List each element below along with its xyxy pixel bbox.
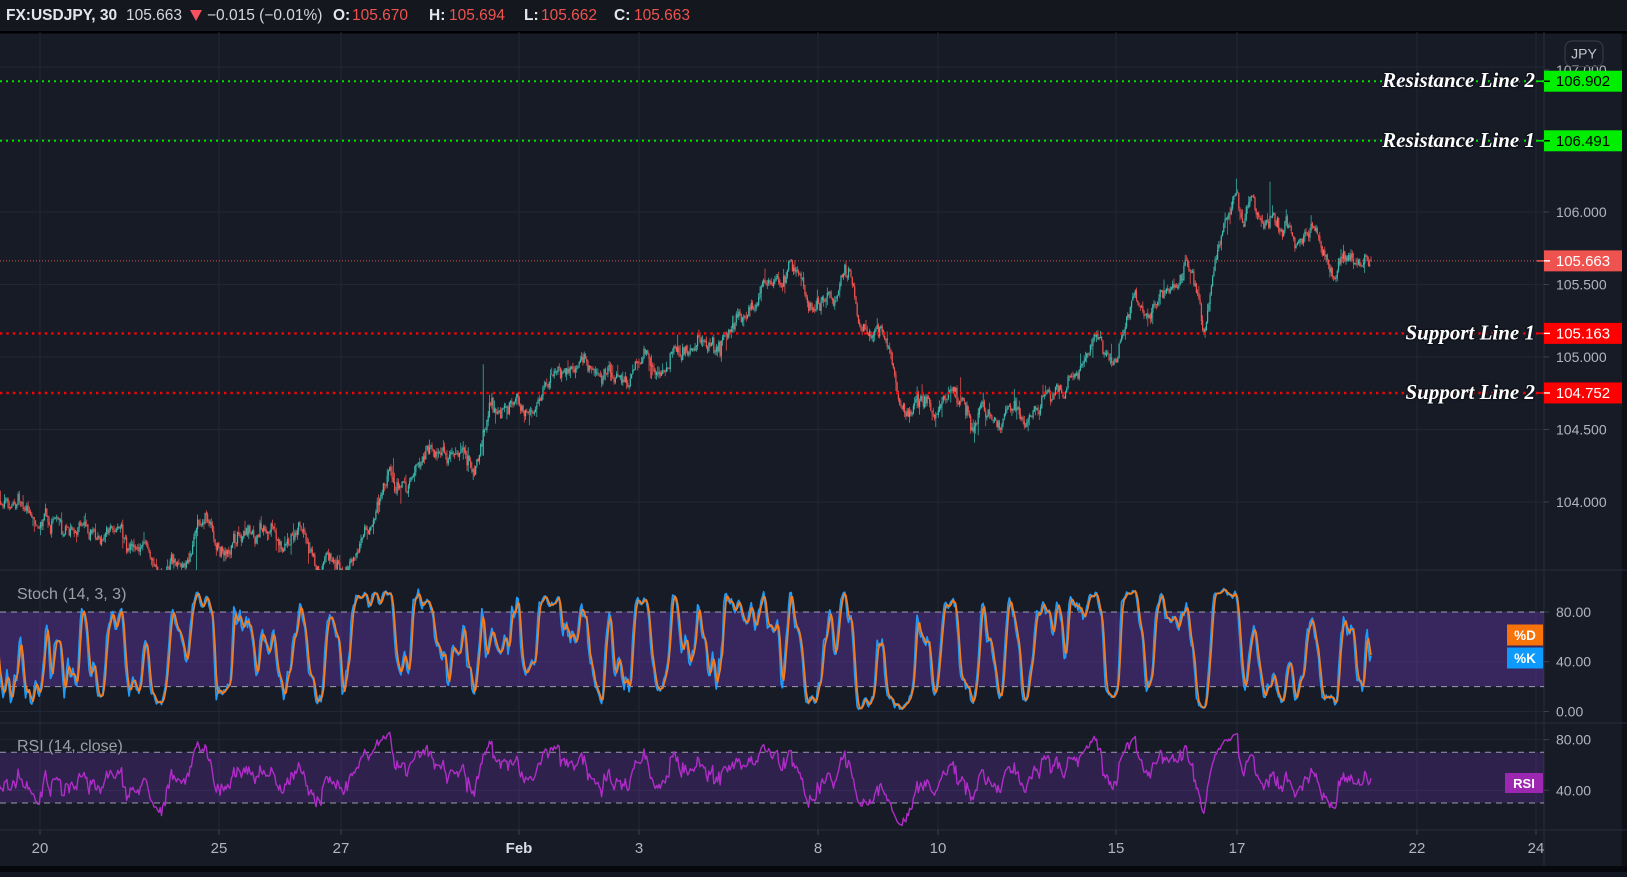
svg-text:L:: L: [524,7,539,24]
svg-text:17: 17 [1229,840,1246,857]
svg-text:27: 27 [333,840,350,857]
svg-text:Resistance Line 2: Resistance Line 2 [1381,68,1535,92]
svg-text:105.163: 105.163 [1556,325,1610,342]
svg-text:Resistance Line 1: Resistance Line 1 [1381,128,1535,152]
svg-text:0.00: 0.00 [1556,704,1583,720]
svg-text:8: 8 [814,840,822,857]
svg-text:FX:USDJPY, 30: FX:USDJPY, 30 [6,7,117,24]
svg-text:40.00: 40.00 [1556,654,1591,670]
svg-text:20: 20 [32,840,49,857]
svg-text:O:: O: [333,7,350,24]
svg-text:%D: %D [1514,628,1536,643]
svg-text:40.00: 40.00 [1556,782,1591,798]
svg-text:%K: %K [1514,651,1536,666]
svg-text:RSI (14, close): RSI (14, close) [17,738,123,755]
svg-text:JPY: JPY [1571,46,1597,62]
svg-text:Support Line 2: Support Line 2 [1405,380,1535,404]
svg-text:10: 10 [930,840,947,857]
svg-text:105.662: 105.662 [541,7,597,24]
svg-text:Support Line 1: Support Line 1 [1405,320,1535,344]
svg-text:22: 22 [1409,840,1426,857]
svg-text:25: 25 [211,840,228,857]
svg-text:Stoch (14, 3, 3): Stoch (14, 3, 3) [17,586,126,603]
svg-text:105.663: 105.663 [126,7,182,24]
svg-text:3: 3 [635,840,643,857]
svg-text:104.500: 104.500 [1556,422,1607,438]
svg-text:104.752: 104.752 [1556,385,1610,402]
svg-text:106.000: 106.000 [1556,204,1607,220]
svg-text:C:: C: [614,7,630,24]
svg-text:15: 15 [1108,840,1125,857]
svg-text:H:: H: [429,7,445,24]
svg-text:80.00: 80.00 [1556,604,1591,620]
svg-text:105.500: 105.500 [1556,277,1607,293]
svg-text:RSI: RSI [1513,776,1535,791]
svg-text:105.663: 105.663 [1556,253,1610,270]
svg-text:105.000: 105.000 [1556,349,1607,365]
svg-text:24: 24 [1528,840,1545,857]
svg-text:105.663: 105.663 [634,7,690,24]
svg-text:80.00: 80.00 [1556,732,1591,748]
svg-text:106.902: 106.902 [1556,73,1610,90]
svg-text:106.491: 106.491 [1556,133,1610,150]
svg-text:Feb: Feb [506,840,533,857]
svg-text:104.000: 104.000 [1556,494,1607,510]
svg-text:−0.015 (−0.01%): −0.015 (−0.01%) [207,7,322,24]
svg-text:105.694: 105.694 [449,7,505,24]
svg-text:105.670: 105.670 [352,7,408,24]
